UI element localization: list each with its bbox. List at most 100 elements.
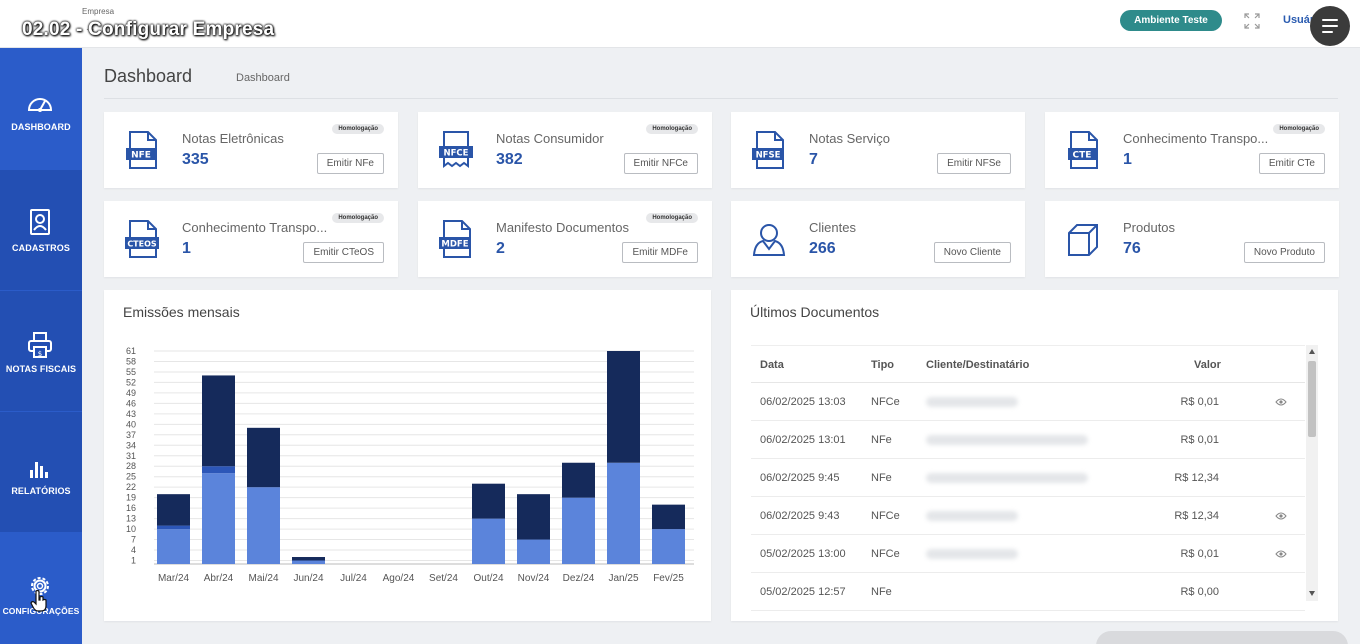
page-title: Dashboard bbox=[104, 66, 193, 86]
video-controls-pill[interactable] bbox=[1096, 631, 1348, 644]
card-manifesto-documentos: MDFE Manifesto Documentos 2 Homologação … bbox=[418, 201, 712, 277]
x-tick-label: Fev/25 bbox=[653, 573, 684, 584]
sidebar-item-label: NOTAS FISCAIS bbox=[5, 364, 77, 374]
x-tick-label: Jul/24 bbox=[340, 573, 367, 584]
y-tick-label: 28 bbox=[126, 461, 136, 471]
company-name[interactable]: ... bbox=[86, 22, 95, 33]
cell-valor: R$ 0,01 bbox=[1180, 396, 1219, 408]
card-title: Produtos bbox=[1123, 220, 1176, 235]
homologacao-badge: Homologação bbox=[332, 213, 384, 223]
scrollbar-thumb[interactable] bbox=[1308, 361, 1316, 437]
emitir-cte-button[interactable]: Emitir CTe bbox=[1258, 153, 1325, 174]
cell-valor: R$ 0,01 bbox=[1180, 434, 1219, 446]
y-tick-label: 1 bbox=[131, 556, 136, 566]
bar-chart-icon bbox=[30, 462, 48, 478]
cell-tipo: NFe bbox=[871, 434, 892, 446]
bar-segment-Mai/24 bbox=[247, 487, 280, 564]
card-title: Notas Consumidor bbox=[496, 131, 604, 146]
card-count: 7 bbox=[809, 151, 818, 168]
bar-segment-Out/24 bbox=[472, 483, 505, 519]
emitir-nfce-button[interactable]: Emitir NFCe bbox=[623, 153, 698, 174]
cell-data: 06/02/2025 9:43 bbox=[760, 510, 840, 522]
novo-cliente-button[interactable]: Novo Cliente bbox=[933, 242, 1011, 263]
card-count: 1 bbox=[182, 240, 191, 257]
column-header-tipo[interactable]: Tipo bbox=[871, 359, 895, 371]
y-tick-label: 25 bbox=[126, 472, 136, 482]
card-count: 266 bbox=[809, 240, 836, 257]
emitir-mdfe-button[interactable]: Emitir MDFe bbox=[622, 242, 698, 263]
column-header-valor[interactable]: Valor bbox=[1194, 359, 1221, 371]
sidebar-item-configuracoes[interactable]: CONFIGURAÇÕES bbox=[0, 534, 82, 644]
y-tick-label: 49 bbox=[126, 388, 136, 398]
card-title: Notas Serviço bbox=[809, 131, 890, 146]
breadcrumb[interactable]: Dashboard bbox=[236, 72, 290, 84]
user-menu-link[interactable]: Usuári bbox=[1283, 14, 1318, 26]
x-tick-label: Nov/24 bbox=[518, 573, 550, 584]
cell-cliente-redacted bbox=[926, 397, 1018, 407]
table-row[interactable]: 05/02/2025 12:57 NFe R$ 0,00 bbox=[751, 573, 1305, 611]
environment-badge[interactable]: Ambiente Teste bbox=[1120, 10, 1222, 31]
table-row[interactable]: 06/02/2025 9:43 NFCe R$ 12,34 bbox=[751, 497, 1305, 535]
sidebar-item-label: CADASTROS bbox=[12, 243, 70, 253]
y-tick-label: 43 bbox=[126, 409, 136, 419]
card-count: 382 bbox=[496, 151, 523, 168]
emitir-nfse-button[interactable]: Emitir NFSe bbox=[937, 153, 1011, 174]
bar-segment-Abr/24 bbox=[202, 466, 235, 474]
sidebar-item-cadastros[interactable]: CADASTROS bbox=[0, 170, 82, 290]
column-header-cliente[interactable]: Cliente/Destinatário bbox=[926, 359, 1030, 371]
fullscreen-icon[interactable] bbox=[1244, 13, 1260, 29]
card-count: 2 bbox=[496, 240, 505, 257]
cell-valor: R$ 0,00 bbox=[1180, 586, 1219, 598]
emitir-nfe-button[interactable]: Emitir NFe bbox=[316, 153, 384, 174]
bar-segment-Dez/24 bbox=[562, 497, 595, 564]
sidebar-item-dashboard[interactable]: DASHBOARD bbox=[0, 48, 82, 168]
cell-cliente-redacted bbox=[926, 435, 1088, 445]
bar-segment-Mar/24 bbox=[157, 525, 190, 530]
scroll-up-icon[interactable] bbox=[1309, 349, 1315, 354]
cell-data: 06/02/2025 13:03 bbox=[760, 396, 846, 408]
cell-tipo: NFCe bbox=[871, 396, 900, 408]
panel-title: Emissões mensais bbox=[123, 304, 240, 320]
card-title: Conhecimento Transpo... bbox=[182, 220, 328, 235]
y-tick-label: 34 bbox=[126, 440, 136, 450]
emitir-cteos-button[interactable]: Emitir CTeOS bbox=[303, 242, 384, 263]
eye-icon[interactable] bbox=[1275, 549, 1287, 559]
sidebar-item-relatorios[interactable]: RELATÓRIOS bbox=[0, 412, 82, 532]
svg-text:NFE: NFE bbox=[131, 151, 151, 161]
column-header-data[interactable]: Data bbox=[760, 359, 784, 371]
svg-text:NFCE: NFCE bbox=[444, 149, 469, 159]
y-tick-label: 37 bbox=[126, 430, 136, 440]
y-tick-label: 7 bbox=[131, 535, 136, 545]
y-tick-label: 16 bbox=[126, 503, 136, 513]
cteos-document-icon: CTEOS bbox=[125, 220, 159, 258]
bar-segment-Abr/24 bbox=[202, 375, 235, 467]
card-produtos: Produtos 76 Novo Produto bbox=[1045, 201, 1339, 277]
user-icon bbox=[752, 224, 786, 256]
table-row[interactable]: 06/02/2025 13:01 NFe R$ 0,01 bbox=[751, 421, 1305, 459]
cell-valor: R$ 12,34 bbox=[1174, 472, 1219, 484]
sidebar-item-notas-fiscais[interactable]: $ NOTAS FISCAIS bbox=[0, 291, 82, 411]
cell-data: 06/02/2025 13:01 bbox=[760, 434, 846, 446]
table-scrollbar[interactable] bbox=[1306, 345, 1318, 601]
table-row[interactable]: 06/02/2025 13:03 NFCe R$ 0,01 bbox=[751, 383, 1305, 421]
eye-icon[interactable] bbox=[1275, 511, 1287, 521]
bar-segment-Nov/24 bbox=[517, 539, 550, 564]
card-clientes: Clientes 266 Novo Cliente bbox=[731, 201, 1025, 277]
svg-text:MDFE: MDFE bbox=[441, 240, 468, 250]
novo-produto-button[interactable]: Novo Produto bbox=[1243, 242, 1325, 263]
bar-segment-Jan/25 bbox=[607, 462, 640, 564]
cell-tipo: NFe bbox=[871, 472, 892, 484]
table-header: Data Tipo Cliente/Destinatário Valor bbox=[751, 345, 1305, 383]
hamburger-menu-button[interactable] bbox=[1310, 6, 1350, 46]
scroll-down-icon[interactable] bbox=[1309, 591, 1315, 596]
y-tick-label: 13 bbox=[126, 514, 136, 524]
table-row[interactable]: 06/02/2025 9:45 NFe R$ 12,34 bbox=[751, 459, 1305, 497]
hand-cursor-icon bbox=[30, 590, 47, 612]
divider bbox=[104, 98, 1338, 99]
table-row[interactable]: 05/02/2025 13:00 NFCe R$ 0,01 bbox=[751, 535, 1305, 573]
bar-segment-Jan/25 bbox=[607, 351, 640, 463]
svg-text:NFSE: NFSE bbox=[756, 151, 781, 161]
ultimos-documentos-panel: Últimos Documentos Data Tipo Cliente/Des… bbox=[731, 290, 1338, 621]
eye-icon[interactable] bbox=[1275, 397, 1287, 407]
